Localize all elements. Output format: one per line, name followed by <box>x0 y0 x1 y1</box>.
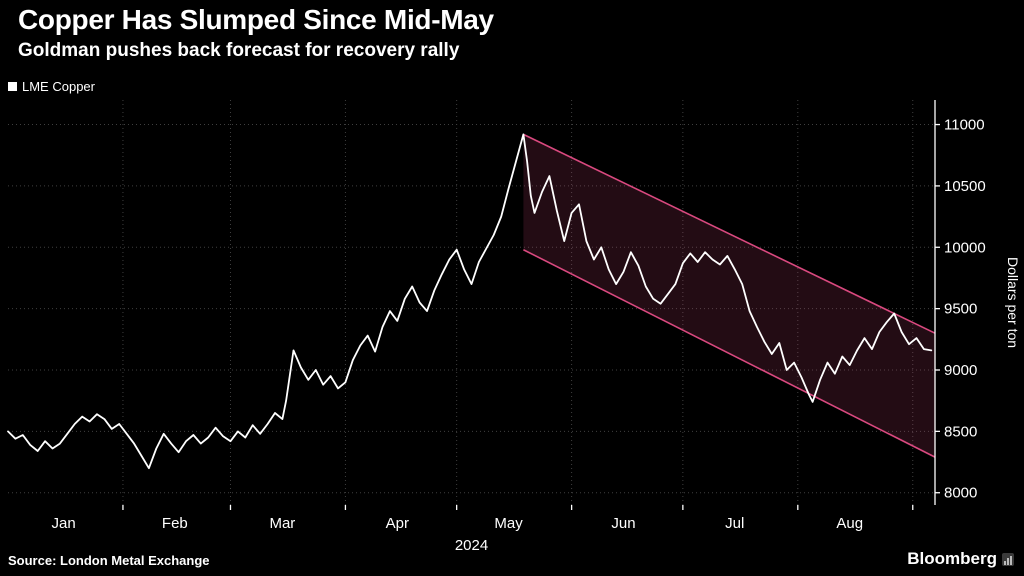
price-line <box>7 133 933 470</box>
y-tick-label: 8000 <box>944 485 977 502</box>
bloomberg-terminal-icon <box>1002 552 1014 566</box>
chart-title: Copper Has Slumped Since Mid-May <box>18 4 494 35</box>
legend-swatch-icon <box>8 82 17 91</box>
legend-label: LME Copper <box>22 79 95 94</box>
y-tick-label: 9500 <box>944 301 977 318</box>
x-tick-label: Mar <box>269 515 295 532</box>
channel-band <box>523 134 935 458</box>
x-tick-label: Aug <box>836 515 863 532</box>
year-label: 2024 <box>455 537 488 554</box>
bloomberg-wordmark: Bloomberg <box>907 549 997 568</box>
channel-upper-line <box>523 133 936 334</box>
y-tick-label: 10000 <box>944 239 986 256</box>
x-tick-label: Feb <box>162 515 188 532</box>
x-tick-label: Apr <box>386 515 409 532</box>
chart-subtitle: Goldman pushes back forecast for recover… <box>18 40 460 61</box>
channel-lower-line <box>523 249 936 458</box>
y-tick-label: 9000 <box>944 362 977 379</box>
x-tick-label: May <box>494 515 523 532</box>
y-tick-label: 10500 <box>944 178 986 195</box>
bloomberg-logo: Bloomberg <box>907 549 1014 569</box>
y-tick-label: 11000 <box>944 117 985 134</box>
x-tick-label: Jul <box>725 515 744 532</box>
source-note: Source: London Metal Exchange <box>8 553 210 568</box>
x-tick-label: Jun <box>611 515 635 532</box>
y-tick-label: 8500 <box>944 423 977 440</box>
x-tick-label: Jan <box>52 515 76 532</box>
legend: LME Copper <box>8 79 95 94</box>
y-axis-title: Dollars per ton <box>1005 257 1021 348</box>
